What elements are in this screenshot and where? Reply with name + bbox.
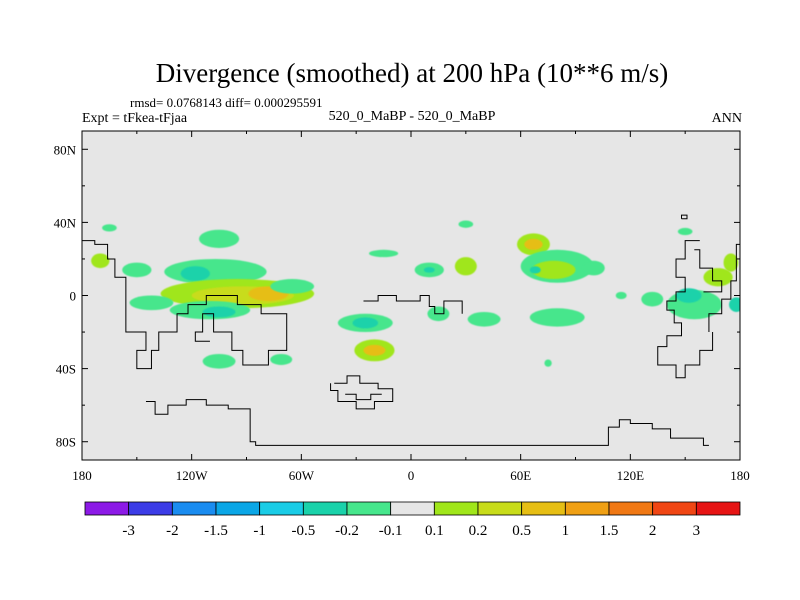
colorbar-box — [608, 501, 654, 516]
divergence-region — [66, 306, 81, 317]
colorbar-box — [433, 501, 479, 516]
divergence-region — [641, 291, 664, 307]
x-tick-label: 0 — [408, 468, 415, 483]
divergence-region — [270, 279, 315, 294]
divergence-region — [352, 317, 379, 329]
colorbar-label: 0.1 — [425, 523, 444, 539]
divergence-region — [677, 227, 693, 236]
coastline — [330, 375, 394, 410]
colorbar-box — [259, 501, 304, 516]
colorbar-label: -0.2 — [335, 523, 359, 539]
divergence-region — [270, 353, 293, 365]
coastline — [694, 249, 723, 293]
y-tick-label: 80N — [54, 142, 77, 157]
divergence-region — [180, 266, 210, 281]
colorbar-label: -1 — [253, 523, 266, 539]
y-tick-label: 80S — [56, 435, 76, 450]
divergence-region — [122, 262, 152, 278]
divergence-region — [129, 295, 174, 311]
divergence-region — [368, 249, 399, 258]
colorbar-label: -1.5 — [204, 523, 228, 539]
y-tick-label: 40S — [56, 362, 76, 377]
coastline — [363, 295, 463, 315]
divergence-region — [467, 311, 501, 327]
coastline — [345, 393, 382, 401]
colorbar-box — [564, 501, 610, 516]
colorbar-box — [84, 501, 130, 516]
coastline — [82, 240, 288, 370]
colorbar-box — [215, 501, 261, 516]
colorbar-label: -0.5 — [291, 523, 315, 539]
colorbar-label: 1 — [562, 523, 570, 539]
colorbar-label: 2 — [649, 523, 657, 539]
colorbar-box — [346, 501, 392, 516]
coastline — [657, 240, 714, 379]
y-tick-label: 0 — [70, 289, 77, 304]
colorbar-label: 1.5 — [600, 523, 619, 539]
divergence-region — [454, 257, 477, 276]
divergence-region — [102, 224, 117, 232]
divergence-regions — [66, 220, 740, 369]
coastline — [145, 399, 709, 446]
divergence-region — [423, 267, 435, 273]
colorbar-box — [171, 501, 217, 516]
x-tick-label: 60E — [510, 468, 531, 483]
colorbar-label: 0.2 — [469, 523, 488, 539]
coastline — [708, 243, 740, 333]
colorbar: -3 -2 -1.5 -1 -0.5 -0.2 -0.1 0.1 0.2 0.5 1 1.5 2 3 — [84, 501, 741, 539]
divergence-region — [524, 238, 543, 250]
colorbar-box — [652, 501, 697, 516]
divergence-region — [529, 266, 541, 274]
divergence-region — [202, 353, 236, 369]
chart-title: Divergence (smoothed) at 200 hPa (10**6 … — [156, 58, 668, 88]
colorbar-box — [477, 501, 523, 516]
x-tick-label: 120E — [617, 468, 645, 483]
divergence-region — [202, 306, 236, 318]
season-label: ANN — [712, 111, 742, 126]
stats-text: rmsd= 0.0768143 diff= 0.000295591 — [130, 95, 322, 110]
axis-ticks: 180 120W 60W 0 60E 120E 180 80N 40N 0 40S 80S — [54, 131, 750, 483]
x-tick-label: 120W — [176, 468, 209, 483]
y-tick-label: 40N — [54, 215, 77, 230]
comparison-label: 520_0_MaBP - 520_0_MaBP — [329, 109, 496, 124]
divergence-region — [703, 268, 733, 287]
colorbar-label: -0.1 — [379, 523, 403, 539]
divergence-region — [91, 253, 110, 269]
divergence-region — [723, 253, 739, 272]
divergence-region — [458, 220, 474, 228]
colorbar-box — [521, 501, 566, 516]
divergence-region — [198, 229, 240, 248]
divergence-region — [544, 359, 552, 367]
experiment-label: Expt = tFkea-tFjaa — [82, 111, 188, 126]
colorbar-label: -3 — [122, 523, 135, 539]
colorbar-box — [390, 501, 435, 516]
divergence-region — [531, 260, 576, 280]
colorbar-box — [695, 501, 741, 516]
colorbar-box — [128, 501, 173, 516]
colorbar-label: 0.5 — [512, 523, 531, 539]
x-tick-label: 180 — [730, 468, 750, 483]
divergence-region — [676, 288, 702, 303]
coastline — [681, 214, 688, 220]
colorbar-label: -2 — [166, 523, 179, 539]
x-tick-label: 180 — [72, 468, 92, 483]
divergence-region — [582, 260, 605, 276]
divergence-region — [615, 291, 627, 300]
divergence-region — [363, 344, 386, 356]
x-tick-label: 60W — [289, 468, 315, 483]
divergence-region — [529, 308, 585, 327]
colorbar-label: 3 — [693, 523, 701, 539]
coastlines — [82, 214, 740, 446]
colorbar-box — [302, 501, 348, 516]
divergence-region — [729, 297, 740, 312]
